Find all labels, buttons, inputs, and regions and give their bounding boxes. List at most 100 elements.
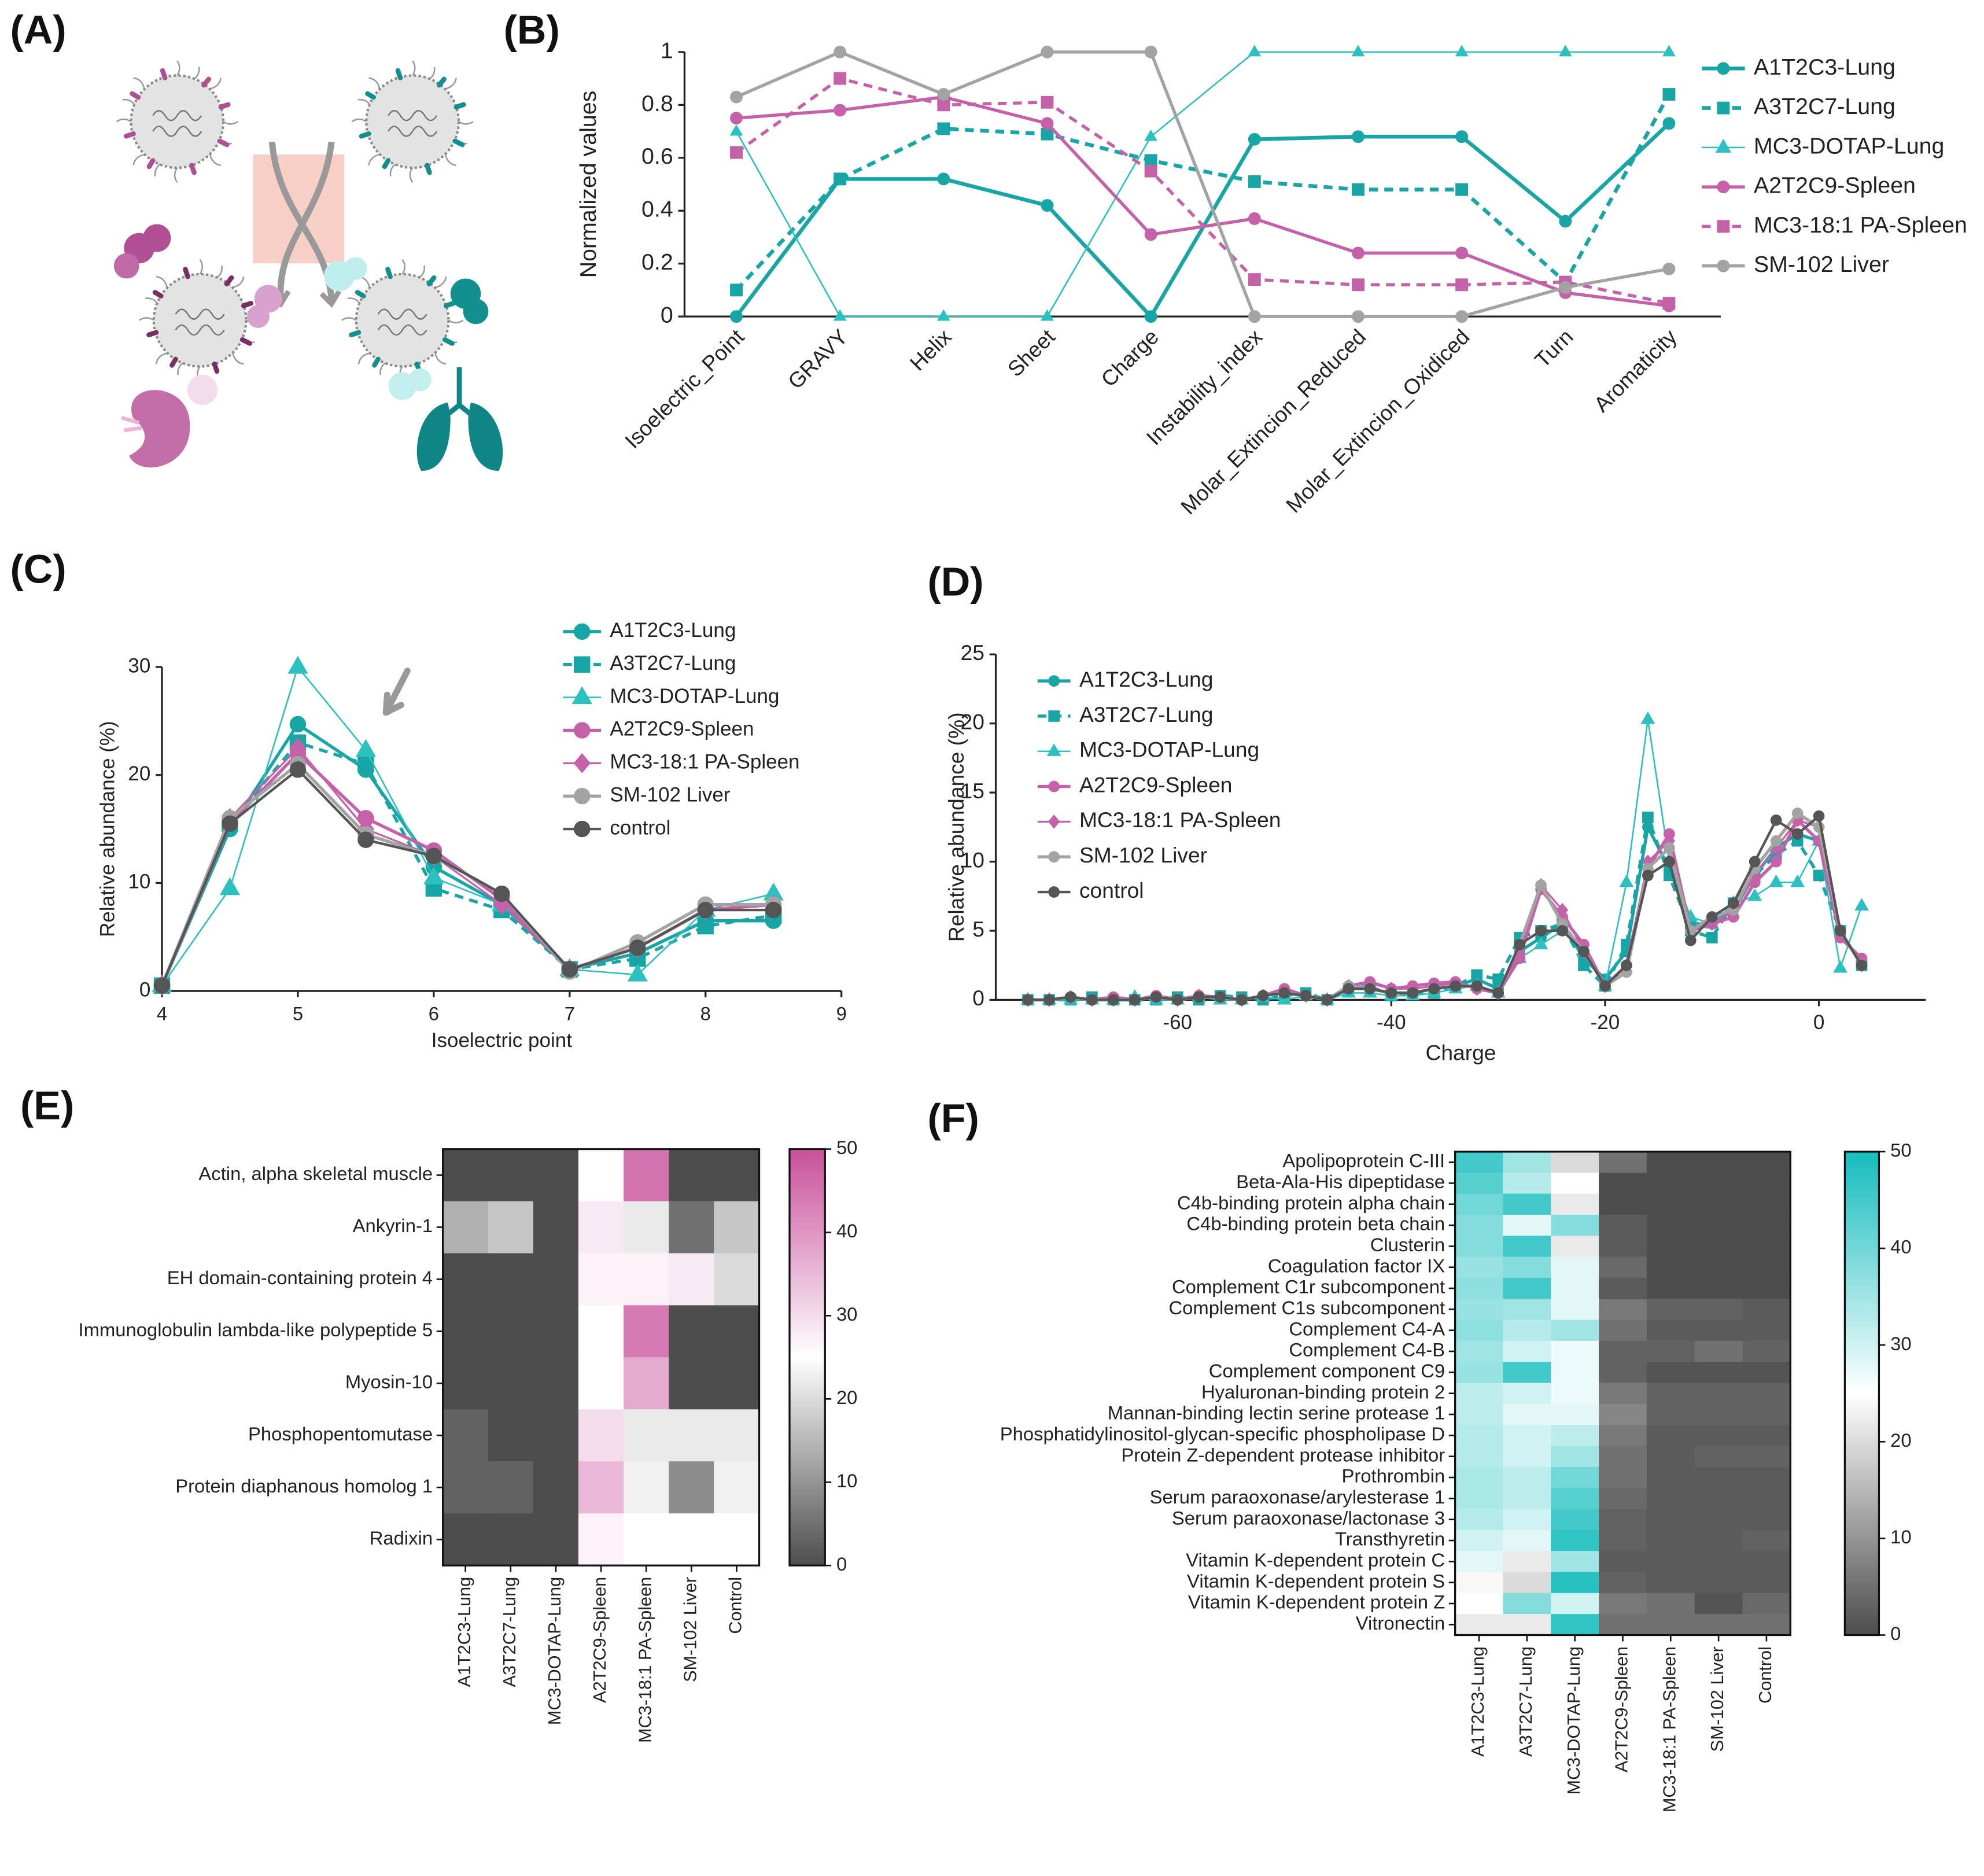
heatmap-cell (1646, 1193, 1695, 1215)
heatmap-cell (669, 1253, 715, 1306)
row-label: Hyaluronan-binding protein 2 (1201, 1381, 1445, 1402)
legend-label: A1T2C3-Lung (1754, 54, 1896, 80)
heatmap-cell (488, 1409, 534, 1462)
colorbar-tick-label: 0 (1890, 1623, 1901, 1644)
row-label: Myosin-10 (345, 1371, 433, 1392)
data-point (1769, 874, 1784, 887)
legend-marker (1048, 675, 1060, 687)
data-point (833, 309, 847, 321)
heatmap-cell (533, 1201, 580, 1254)
x-tick-label: Helix (905, 324, 956, 375)
heatmap-cell (1599, 1593, 1647, 1615)
heatmap-cell (669, 1201, 715, 1254)
data-point (1455, 130, 1469, 143)
legend-marker (574, 722, 591, 739)
data-point (219, 877, 241, 895)
data-point (1471, 980, 1483, 992)
heatmap-cell (1551, 1466, 1600, 1489)
legend-marker (574, 623, 591, 640)
heatmap-cell (1551, 1614, 1600, 1636)
heatmap-cell (1599, 1340, 1647, 1363)
data-point (222, 815, 238, 832)
colorbar-tick-label: 30 (1890, 1333, 1911, 1354)
heatmap-cell (1455, 1340, 1504, 1363)
heatmap-cell (1455, 1193, 1504, 1215)
data-point (493, 885, 510, 902)
heatmap-cell (1455, 1593, 1504, 1615)
heatmap-cell (1694, 1403, 1743, 1426)
series-line (735, 121, 1670, 319)
heatmap-cell (488, 1513, 534, 1567)
heatmap-cell (1694, 1320, 1743, 1341)
heatmap-cell (1503, 1277, 1552, 1300)
data-point (730, 310, 743, 323)
row-label: Vitamin K-dependent protein S (1187, 1570, 1445, 1591)
heatmap-cell (1646, 1425, 1695, 1447)
heatmap-cell (1599, 1214, 1647, 1237)
heatmap-cell (1599, 1509, 1647, 1531)
data-point (1407, 987, 1419, 999)
data-point (1535, 925, 1547, 937)
row-label: Complement component C9 (1209, 1360, 1445, 1381)
heatmap-cell (1742, 1193, 1791, 1215)
trachea (445, 367, 474, 418)
row-label: Phosphatidylinositol-glycan-specific pho… (1000, 1423, 1445, 1444)
lungs (416, 402, 503, 471)
column-label: A2T2C9-Spleen (590, 1577, 610, 1703)
heatmap-cell (714, 1357, 760, 1410)
heatmap-cell (1646, 1509, 1695, 1531)
heatmap-cell (1694, 1593, 1743, 1615)
heatmap-cell (1694, 1173, 1743, 1195)
data-point (1578, 945, 1590, 957)
data-point (937, 172, 950, 186)
heatmap-cell (1551, 1320, 1600, 1341)
heatmap-cell (1694, 1340, 1743, 1363)
heatmap-cell (1455, 1509, 1504, 1531)
heatmap-cell (1551, 1173, 1600, 1195)
legend-label: A2T2C9-Spleen (1079, 772, 1233, 797)
data-point (1352, 130, 1365, 143)
row-label: Serum paraoxonase/lactonase 3 (1172, 1507, 1445, 1528)
heatmap-cell (1599, 1446, 1647, 1468)
heatmap-cell (1599, 1403, 1647, 1426)
data-point (1662, 262, 1676, 275)
data-point (1385, 987, 1397, 999)
heatmap-cell (1646, 1572, 1695, 1594)
legend-label: control (1079, 878, 1144, 902)
x-tick-label: 4 (157, 1003, 167, 1024)
heatmap-cell (1646, 1466, 1695, 1489)
heatmap-cell (1742, 1383, 1791, 1405)
legend-marker (571, 686, 592, 705)
colorbar (788, 1148, 826, 1567)
data-point (1321, 994, 1333, 1006)
heatmap-cell (442, 1253, 489, 1306)
heatmap-cell (1599, 1193, 1647, 1215)
data-point (1248, 45, 1262, 57)
heatmap-cell (1455, 1362, 1504, 1384)
data-point (697, 901, 714, 919)
heatmap-cell (578, 1357, 625, 1410)
data-point (1556, 902, 1569, 917)
data-point (1706, 911, 1718, 923)
data-point (1022, 994, 1034, 1006)
data-point (357, 755, 374, 773)
data-point (1214, 991, 1226, 1003)
heatmap-cell (1646, 1488, 1695, 1510)
data-point (1770, 856, 1782, 868)
x-tick-label: 8 (700, 1003, 711, 1024)
heatmap-cell (1742, 1277, 1791, 1300)
legend-label: SM-102 Liver (1754, 252, 1889, 277)
series-line (735, 76, 1669, 305)
data-point (1706, 932, 1718, 943)
heatmap-cell (1646, 1277, 1695, 1300)
heatmap-cell (624, 1305, 670, 1358)
data-point (1428, 983, 1440, 995)
heatmap-cell (1503, 1173, 1552, 1195)
row-label: C4b-binding protein alpha chain (1177, 1192, 1445, 1213)
legend-label: A3T2C7-Lung (610, 652, 736, 675)
y-tick-label: 10 (961, 847, 984, 872)
row-label: Complement C4-A (1289, 1318, 1445, 1339)
heatmap-cell (1742, 1320, 1791, 1341)
heatmap-cell (1742, 1256, 1791, 1278)
colorbar-tick-label: 10 (1890, 1526, 1911, 1547)
